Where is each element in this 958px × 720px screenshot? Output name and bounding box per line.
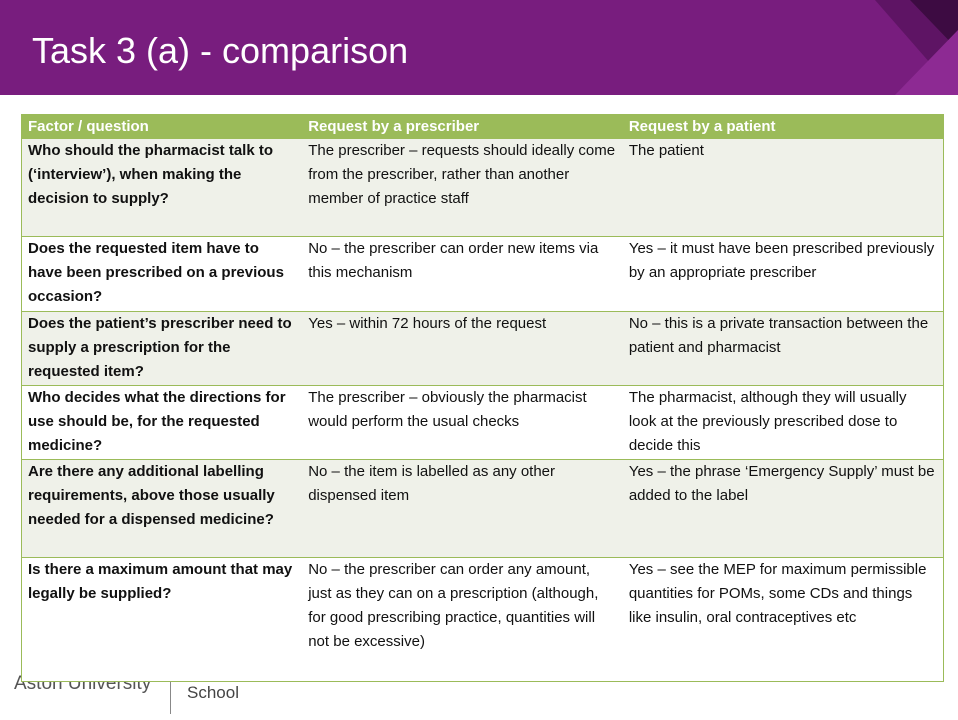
answer-cell: The prescriber – requests should ideally… (302, 138, 623, 237)
decor-triangle (895, 30, 958, 95)
column-header: Request by a patient (622, 114, 944, 139)
footer-divider (170, 668, 171, 714)
answer-cell: The patient (622, 138, 944, 237)
banner-decoration (875, 0, 958, 95)
question-cell: Who decides what the directions for use … (21, 385, 303, 460)
footer-school: School (187, 683, 239, 702)
slide-title: Task 3 (a) - comparison (32, 30, 409, 71)
answer-cell: The prescriber – obviously the pharmacis… (302, 385, 623, 460)
title-banner: Task 3 (a) - comparison (0, 0, 958, 95)
question-cell: Does the requested item have to have bee… (21, 236, 303, 312)
answer-cell: No – the prescriber can order new items … (302, 236, 623, 312)
answer-cell: No – the prescriber can order any amount… (302, 557, 623, 682)
decor-triangle (910, 0, 958, 50)
table-row: Does the requested item have to have bee… (21, 236, 944, 312)
table-row: Are there any additional labelling requi… (21, 459, 944, 558)
table-row: Who should the pharmacist talk to (‘inte… (21, 138, 944, 237)
answer-cell: Yes – within 72 hours of the request (302, 311, 623, 386)
header-row: Factor / question Request by a prescriber… (21, 114, 944, 139)
column-header: Factor / question (21, 114, 303, 139)
comparison-table: Factor / question Request by a prescriber… (21, 114, 944, 682)
answer-cell: No – the item is labelled as any other d… (302, 459, 623, 558)
question-cell: Is there a maximum amount that may legal… (21, 557, 303, 682)
column-header: Request by a prescriber (302, 114, 623, 139)
answer-cell: No – this is a private transaction betwe… (622, 311, 944, 386)
table-row: Who decides what the directions for use … (21, 385, 944, 460)
answer-cell: Yes – it must have been prescribed previ… (622, 236, 944, 312)
question-cell: Who should the pharmacist talk to (‘inte… (21, 138, 303, 237)
question-cell: Does the patient’s prescriber need to su… (21, 311, 303, 386)
table-row: Is there a maximum amount that may legal… (21, 557, 944, 682)
answer-cell: Yes – see the MEP for maximum permissibl… (622, 557, 944, 682)
question-cell: Are there any additional labelling requi… (21, 459, 303, 558)
table-row: Does the patient’s prescriber need to su… (21, 311, 944, 386)
answer-cell: Yes – the phrase ‘Emergency Supply’ must… (622, 459, 944, 558)
answer-cell: The pharmacist, although they will usual… (622, 385, 944, 460)
